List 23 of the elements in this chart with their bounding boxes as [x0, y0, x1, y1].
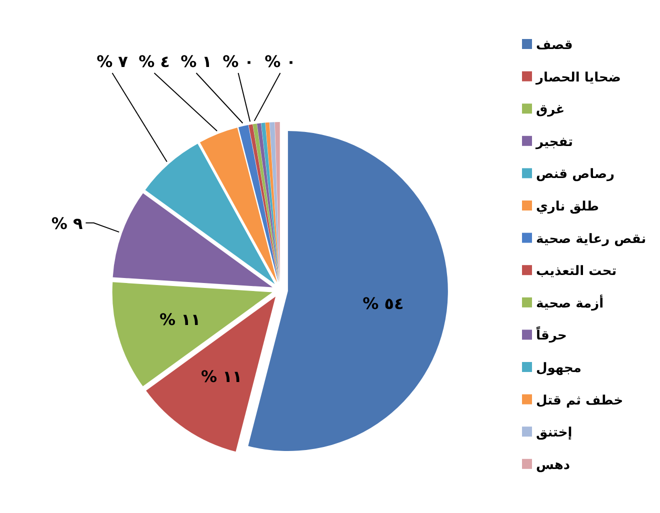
legend-label: قصف [536, 38, 573, 53]
legend-label: تحت التعذيب [536, 264, 617, 280]
legend-label: نقص رعاية صحية [536, 232, 646, 247]
data-label: % ٧ [96, 52, 128, 71]
data-label: % ١١ [160, 310, 201, 330]
legend-label: ضحايا الحصار [535, 70, 621, 86]
legend-label: مجهول [536, 361, 582, 376]
data-label: % ٥٤ [362, 294, 404, 314]
legend-label: دهس [536, 458, 570, 473]
data-label: % ١١ [200, 367, 242, 386]
data-label: % ٠ [264, 52, 296, 71]
data-label: % ١ [180, 52, 212, 71]
legend-label: تفجير [535, 134, 574, 150]
legend-label: أزمة صحية [536, 294, 604, 312]
legend-label: غرق [536, 102, 565, 118]
data-label: % ٠ [222, 52, 254, 71]
legend-label: خطف ثم قتل [536, 393, 624, 408]
legend-label: حرقاً [536, 326, 567, 344]
legend-label: إختنق [536, 426, 572, 441]
data-label: % ٤ [138, 52, 170, 71]
data-label: % ٩ [51, 214, 83, 233]
legend-label: طلق ناري [536, 200, 599, 214]
legend-label: رصاص قنص [536, 167, 614, 182]
